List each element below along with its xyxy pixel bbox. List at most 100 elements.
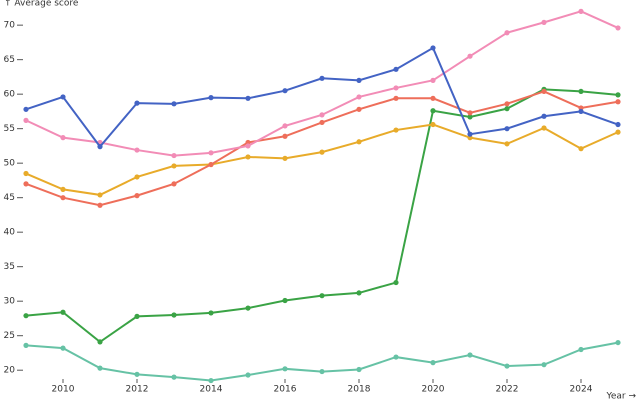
y-tick-label: 25: [4, 331, 15, 341]
data-point: [208, 150, 214, 156]
data-point: [97, 365, 103, 371]
data-point: [504, 126, 510, 132]
x-tick-label: 2020: [422, 385, 445, 395]
data-point: [430, 121, 436, 128]
data-point: [245, 143, 251, 149]
data-point: [208, 95, 214, 101]
data-point: [504, 141, 510, 147]
y-tick-label: 20: [4, 366, 16, 376]
data-point: [467, 53, 473, 59]
data-point: [282, 155, 288, 161]
data-point: [578, 346, 584, 353]
data-point: [319, 112, 325, 118]
series-line: [25, 341, 619, 382]
data-point: [467, 131, 473, 137]
data-point: [23, 342, 29, 348]
data-point: [467, 114, 473, 120]
data-point: [393, 95, 399, 101]
data-point: [23, 106, 29, 112]
data-point: [504, 30, 510, 36]
data-point: [430, 45, 436, 51]
data-point: [393, 279, 399, 286]
data-point: [541, 113, 547, 119]
data-point: [356, 106, 362, 112]
data-point: [245, 372, 251, 378]
data-point: [578, 8, 584, 14]
data-point: [60, 345, 66, 351]
data-point: [430, 360, 436, 366]
y-tick-label: 30: [4, 297, 16, 307]
data-point: [541, 362, 547, 368]
data-point: [97, 202, 103, 208]
data-point: [356, 77, 362, 83]
data-point: [504, 101, 510, 107]
x-tick-label: 2010: [52, 385, 75, 395]
data-point: [23, 313, 29, 319]
data-point: [356, 366, 362, 373]
data-point: [615, 99, 621, 105]
x-tick-label: 2012: [126, 385, 149, 395]
data-point: [615, 339, 621, 346]
data-point: [356, 139, 362, 145]
y-tick-label: 40: [4, 228, 16, 238]
data-point: [615, 129, 621, 135]
data-point: [60, 195, 66, 201]
x-tick-label: 2018: [348, 385, 371, 395]
series-line: [25, 88, 619, 344]
y-axis-label: ↑ Average score: [4, 0, 79, 9]
data-point: [171, 101, 177, 107]
data-point: [356, 290, 362, 296]
data-point: [282, 297, 288, 304]
x-axis-label: Year →: [606, 392, 637, 400]
data-point: [171, 312, 177, 318]
data-point: [60, 309, 66, 315]
y-tick-label: 45: [4, 193, 15, 203]
data-point: [578, 88, 584, 95]
y-tick-label: 55: [4, 124, 15, 134]
data-point: [245, 154, 251, 160]
data-point: [282, 366, 288, 372]
data-point: [23, 181, 29, 187]
data-point: [282, 133, 288, 139]
data-point: [319, 75, 325, 81]
data-point: [541, 19, 547, 25]
data-point: [615, 25, 621, 31]
data-point: [208, 310, 214, 316]
data-point: [393, 127, 399, 133]
data-point: [467, 352, 473, 358]
data-point: [430, 77, 436, 83]
x-tick-label: 2022: [496, 385, 519, 395]
data-point: [467, 110, 473, 116]
data-point: [615, 121, 621, 128]
data-point: [134, 147, 140, 153]
y-tick-label: 60: [4, 90, 16, 100]
data-point: [134, 371, 140, 377]
data-point: [578, 108, 584, 115]
y-tick-label: 50: [4, 159, 16, 169]
data-point: [319, 149, 325, 155]
data-point: [578, 146, 584, 152]
x-tick-label: 2016: [274, 385, 297, 395]
data-point: [60, 94, 66, 100]
data-point: [245, 305, 251, 311]
data-point: [208, 161, 214, 168]
data-point: [134, 313, 140, 319]
y-tick-label: 65: [4, 55, 15, 65]
data-point: [282, 88, 288, 94]
data-point: [208, 377, 214, 384]
y-tick-label: 70: [4, 21, 16, 31]
data-point: [430, 95, 436, 101]
data-point: [60, 186, 66, 192]
data-point: [541, 125, 547, 131]
data-point: [319, 368, 325, 375]
data-point: [393, 85, 399, 91]
data-point: [23, 117, 29, 123]
x-tick-label: 2024: [570, 385, 593, 395]
data-point: [393, 354, 399, 360]
data-point: [615, 92, 621, 98]
x-tick-label: 2014: [200, 385, 223, 395]
data-point: [319, 293, 325, 299]
y-tick-label: 35: [4, 262, 15, 272]
